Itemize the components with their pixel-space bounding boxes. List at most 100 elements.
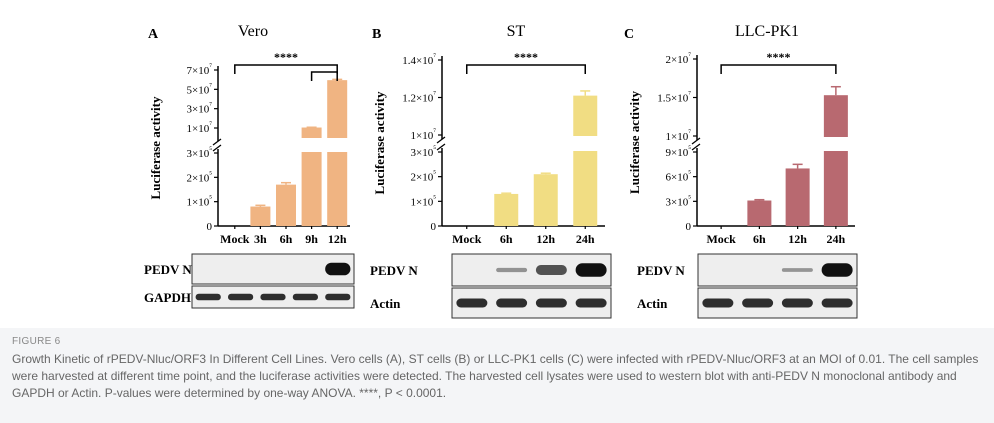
tick-base: 9×10 [665,147,688,159]
blot-label: PEDV N [637,263,685,278]
y-axis-label: Luciferase activity [148,96,163,199]
tick-base: 3×10 [186,104,209,116]
y-tick-label: 1×10⁷ [665,128,691,143]
tick-exponent: ⁷ [209,62,212,71]
blot-band [260,293,286,301]
tick-exponent: ⁷ [209,101,212,110]
tick-exponent: ⁵ [433,144,436,153]
bar-break-gap [300,138,323,152]
x-tick-label: 12h [328,232,347,246]
y-tick-label: 3×10⁵ [186,145,212,160]
tick-exponent: ⁷ [688,51,691,60]
tick-base: 3×10 [410,147,433,159]
blot-band [742,298,774,308]
blot-band [535,298,567,308]
figure-caption: Growth Kinetic of rPEDV-Nluc/ORF3 In Dif… [12,352,979,400]
panel-title: ST [507,23,526,40]
panel-letter: B [372,27,381,42]
y-tick-label: 1×10⁵ [410,193,436,208]
y-tick-label: 6×10⁵ [665,169,691,184]
tick-exponent: ⁷ [433,52,436,61]
bar-break-gap [822,137,849,151]
blot-label: PEDV N [370,263,418,278]
y-tick-label: 0 [207,221,213,233]
bar [573,95,598,226]
significance-bracket [310,71,338,81]
tick-base: 2×10 [665,54,688,66]
tick-exponent: ⁷ [433,127,436,136]
tick-exponent: ⁷ [209,120,212,129]
axis-break-mark [436,143,446,151]
y-tick-label: 3×10⁵ [665,193,691,208]
significance-bracket [720,64,837,74]
bar [276,184,296,226]
x-tick-label: 24h [827,232,846,246]
y-tick-label: 0 [686,221,692,233]
x-tick-label: 6h [753,232,766,246]
y-axis-label: Luciferase activity [372,91,387,194]
tick-exponent: ⁵ [688,193,691,202]
y-tick-label: 2×10⁵ [410,169,436,184]
x-tick-label: Mock [220,232,250,246]
figure-label: FIGURE 6 [12,336,61,347]
blot-band [496,267,528,273]
y-tick-label: 1.2×10⁷ [402,90,436,105]
y-tick-label: 1×10⁵ [186,194,212,209]
panel-title: LLC-PK1 [735,23,799,40]
x-tick-label: Mock [706,232,736,246]
significance-label: **** [767,50,791,64]
x-tick-label: 9h [305,232,318,246]
tick-base: 1.4×10 [402,55,433,67]
panel-title: Vero [238,23,268,40]
y-axis-label: Luciferase activity [627,91,642,194]
axis-break-mark [691,137,701,145]
blot-band [821,298,853,308]
significance-label: **** [274,50,298,64]
y-tick-label: 5×10⁷ [186,81,212,96]
tick-exponent: ⁵ [688,144,691,153]
tick-exponent: ⁷ [688,90,691,99]
blot-band [496,298,528,308]
bar [327,80,348,226]
y-tick-label: 1.4×10⁷ [402,52,436,67]
blot-label: Actin [370,296,401,311]
blot-band [702,298,734,308]
x-tick-label: 6h [500,232,513,246]
y-tick-label: 9×10⁵ [665,144,691,159]
blot-band [821,263,853,277]
bar-break-gap [572,136,599,151]
significance-label: **** [514,50,538,64]
bar [747,200,772,226]
blot-band [575,263,607,277]
bar [823,95,848,226]
bar [301,127,322,226]
y-tick-label: 1×10⁷ [186,120,212,135]
blot-label: Actin [637,296,668,311]
tick-base: 1×10 [410,196,433,208]
tick-base: 3×10 [665,196,688,208]
blot-band [292,293,319,301]
y-tick-label: 2×10⁷ [665,51,691,66]
blot-band [781,298,813,308]
bar [785,168,810,226]
tick-base: 1.2×10 [402,93,433,105]
significance-bracket [234,64,338,74]
tick-base: 2×10 [410,172,433,184]
bar [494,193,519,226]
tick-exponent: ⁵ [433,169,436,178]
x-tick-label: 24h [576,232,595,246]
tick-base: 1×10 [665,131,688,143]
y-tick-label: 3×10⁵ [410,144,436,159]
tick-exponent: ⁵ [209,145,212,154]
tick-exponent: ⁵ [433,193,436,202]
blot-band [535,265,567,275]
tick-base: 5×10 [186,84,209,96]
blot-band [325,293,351,301]
y-tick-label: 7×10⁷ [186,62,212,77]
tick-exponent: ⁷ [209,81,212,90]
panel-letter: A [148,27,159,42]
